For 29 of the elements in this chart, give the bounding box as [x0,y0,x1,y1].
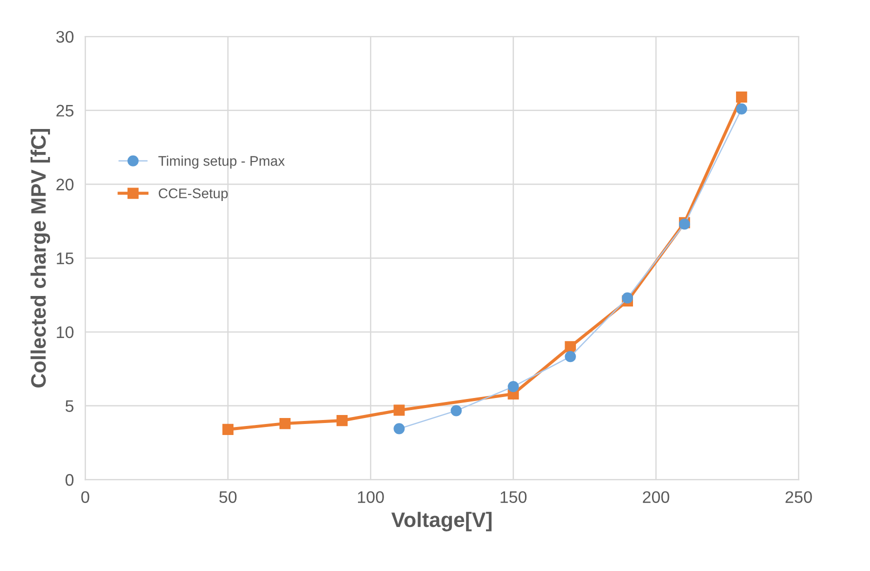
point [508,381,519,392]
x-tick-label: 150 [500,491,527,503]
y-tick-label: 5 [66,400,74,412]
x-tick-label: 50 [219,491,237,503]
point [564,351,576,362]
x-tick-label: 0 [81,491,90,503]
y-tick-label: 10 [56,326,74,338]
y-tick-label: 30 [56,30,74,43]
y-tick-label: 15 [56,252,74,264]
x-axis-title: Voltage[V] [391,512,492,532]
legend-label: CCE-Setup [158,188,228,202]
point [336,415,348,426]
point [222,424,234,435]
point [622,292,633,304]
point [450,405,462,416]
legend-label: Timing setup - Pmax [158,156,285,169]
x-tick-label: 200 [642,491,670,503]
point [394,404,405,416]
point [736,103,748,114]
y-tick-label: 0 [66,474,74,486]
point [279,418,291,430]
y-axis-title: Collected charge MPV [fC] [30,129,50,388]
point [394,423,405,434]
x-tick-label: 100 [358,491,384,503]
point [736,92,748,103]
point [564,341,576,352]
y-tick-label: 25 [56,104,74,117]
y-tick-label: 20 [56,178,74,190]
x-tick-label: 250 [786,491,812,503]
